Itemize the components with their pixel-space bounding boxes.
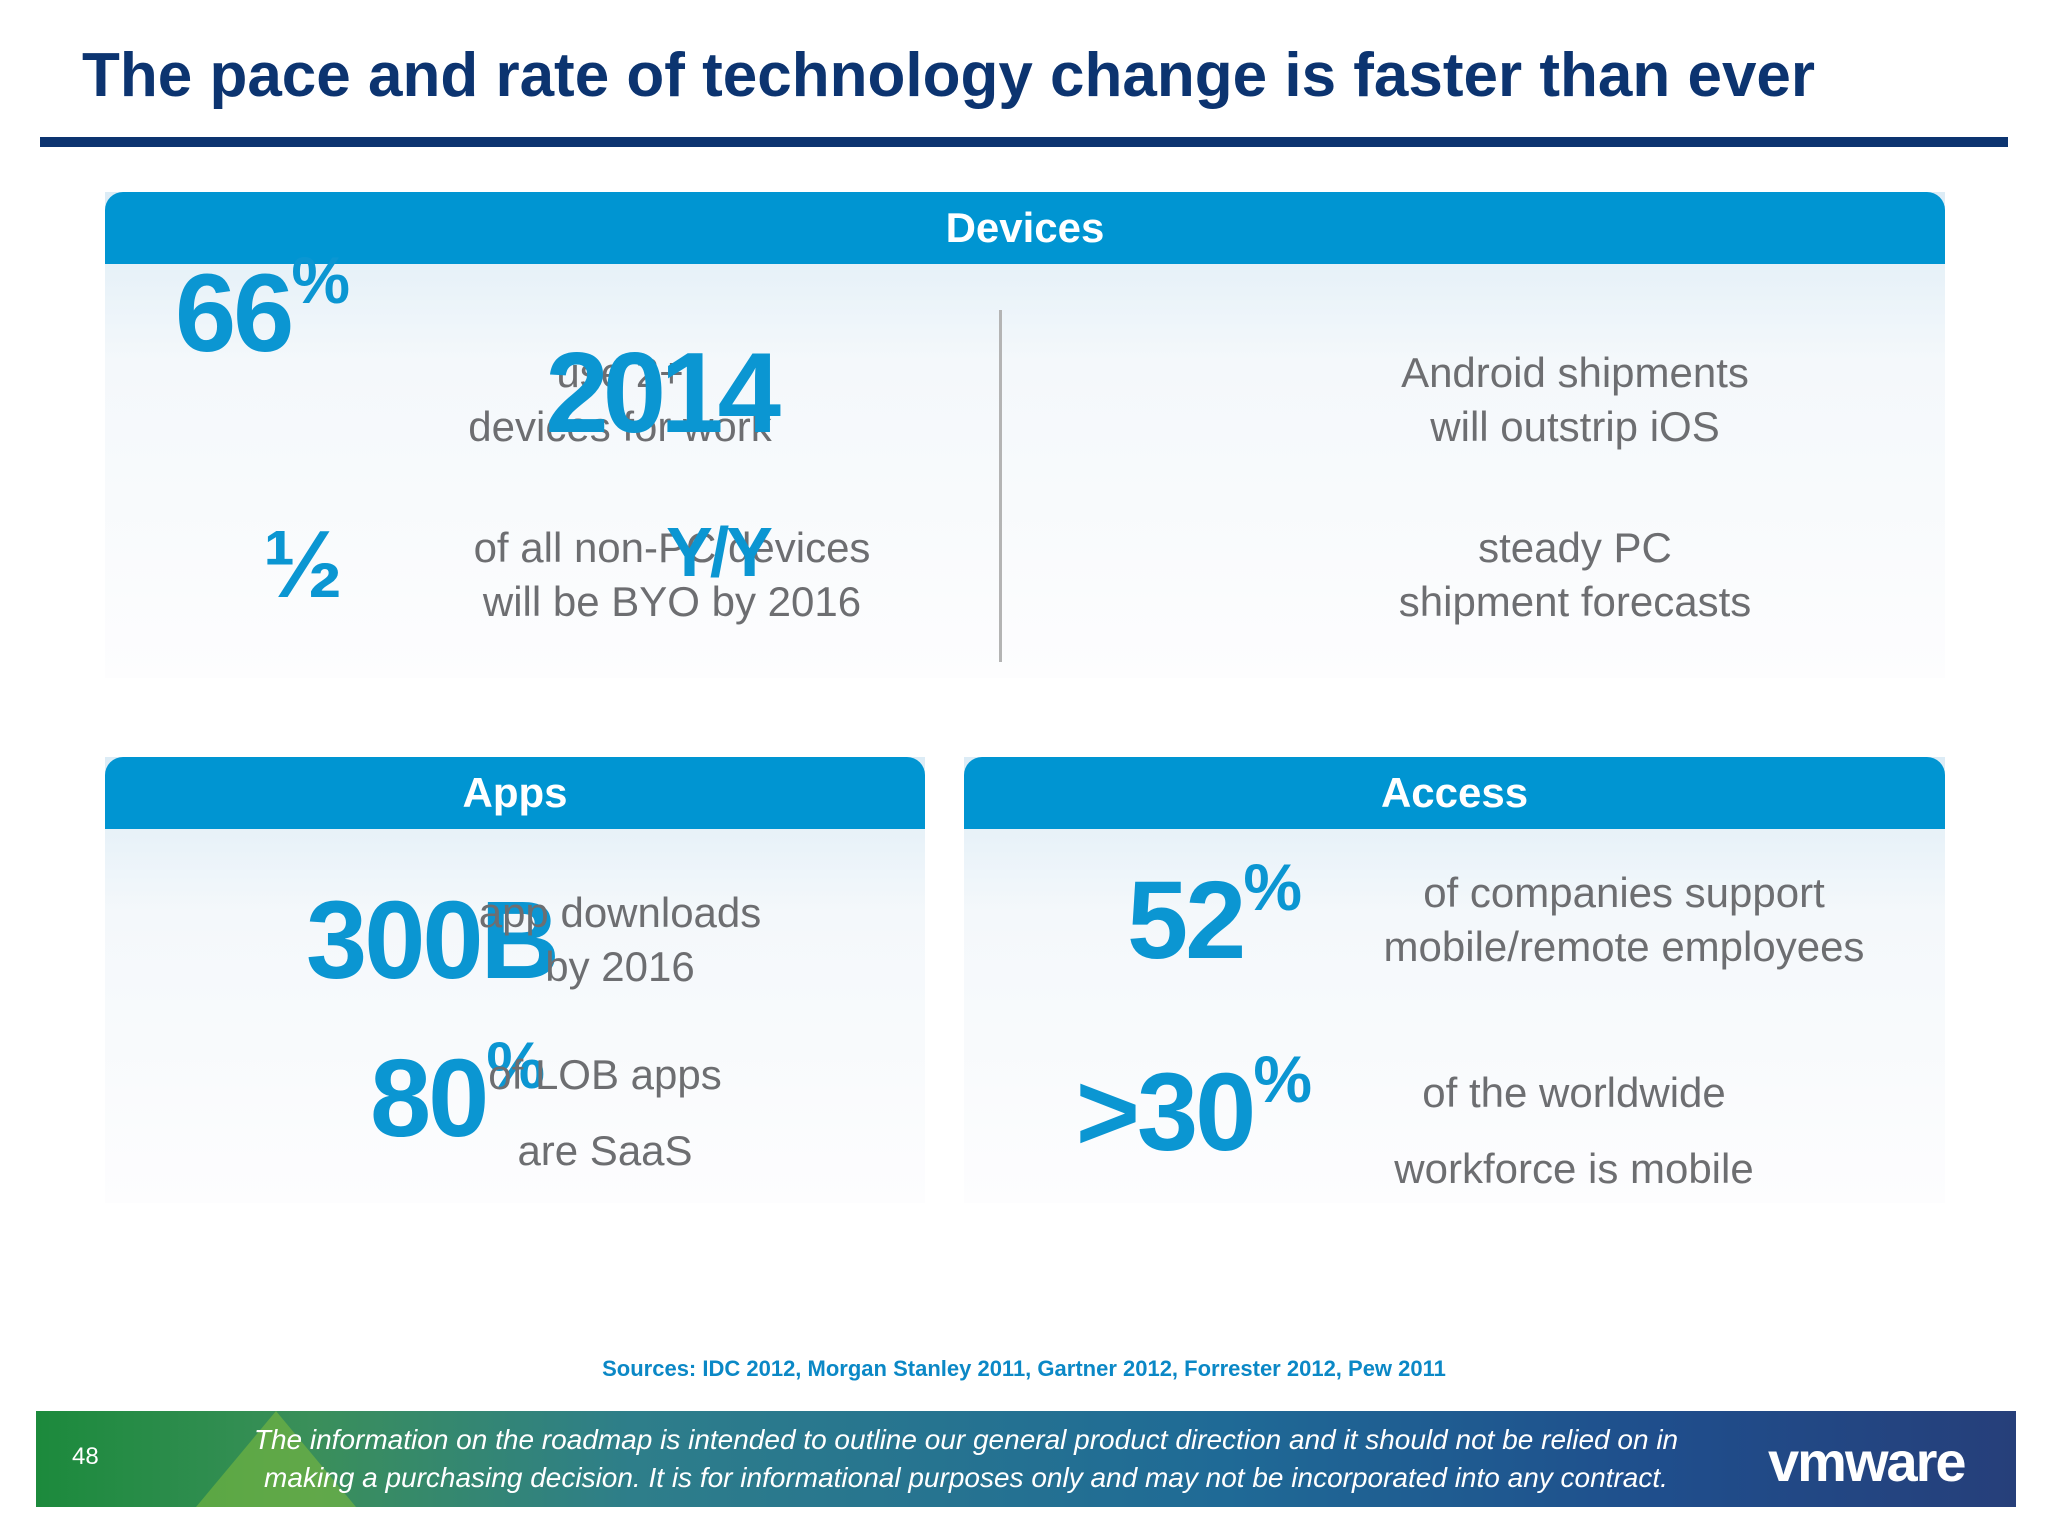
apps-panel: Apps 300B app downloads by 2016 80% of L… [105,757,925,1203]
stat-description: of LOB apps are SaaS [488,1051,722,1174]
disclaimer-text: The information on the roadmap is intend… [253,1424,1679,1493]
apps-panel-header: Apps [105,757,925,829]
stat-value: 66% [174,243,350,375]
devices-panel-header: Devices [105,192,1945,264]
sources-note: Sources: IDC 2012, Morgan Stanley 2011, … [602,1356,1446,1381]
stat-description: steady PC shipment forecasts [1398,524,1752,625]
footer-accent-shape [196,1411,356,1507]
stat-description: Android shipments will outstrip iOS [1401,349,1749,450]
stat-description: app downloads by 2016 [478,889,762,990]
devices-panel: Devices 66% use 2+ devices for work ½ of… [105,192,1945,678]
footer-bar: 48 The information on the roadmap is int… [36,1411,2016,1507]
page-title: The pace and rate of technology change i… [82,41,1816,110]
stat-value: ½ [262,511,343,618]
access-panel-header: Access [964,757,1945,829]
stat-value: >30% [1075,1042,1312,1174]
stat-description: of all non-PC devices will be BYO by 201… [473,524,871,625]
stat-value: Y/Y [666,513,773,591]
devices-divider [999,310,1002,662]
page-number: 48 [72,1443,99,1470]
title-underline [40,137,2008,147]
stat-value: 2014 [545,330,781,457]
stat-description: use 2+ devices for work [468,349,772,450]
access-panel: Access 52% of companies support mobile/r… [964,757,1945,1203]
vmware-logo: vmware [1768,1430,1967,1493]
stat-description: of companies support mobile/remote emplo… [1383,869,1865,970]
stat-description: of the worldwide workforce is mobile [1394,1069,1754,1192]
stat-value: 80% [369,1028,545,1160]
stat-value: 52% [1126,850,1302,982]
stat-value: 300B [306,879,560,1002]
